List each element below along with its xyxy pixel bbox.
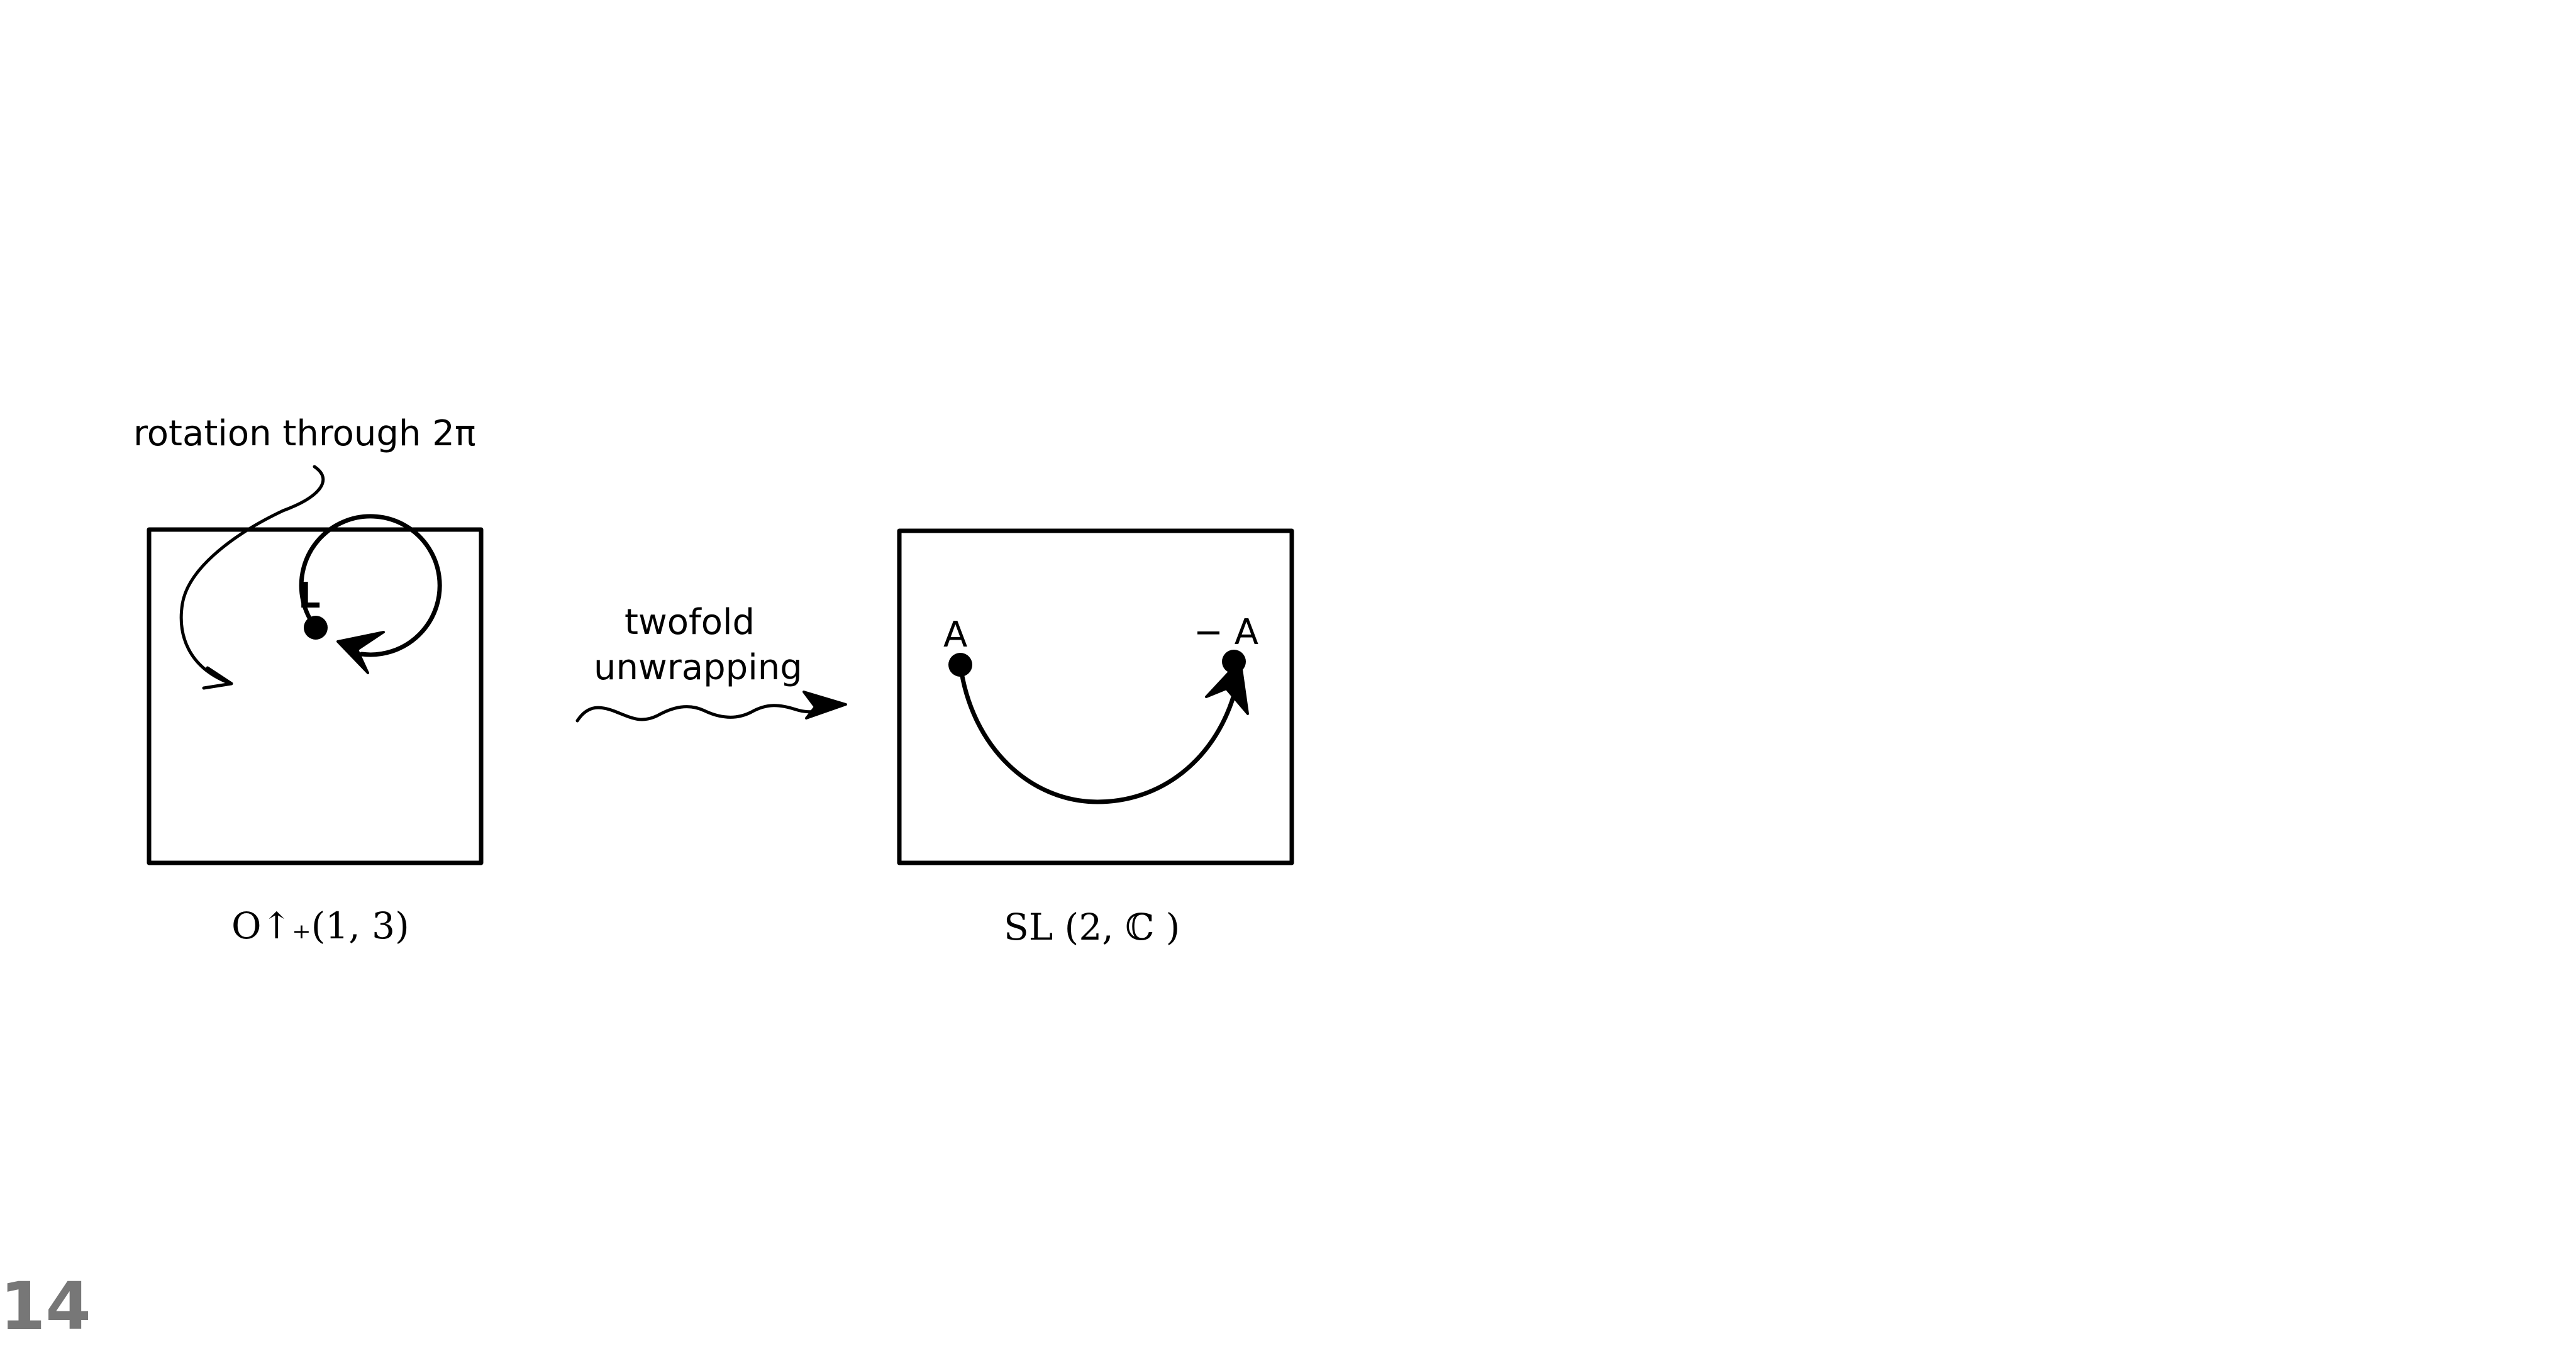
page-number: 14: [0, 1268, 91, 1345]
lifted-path-arc: [958, 662, 1236, 804]
point-A-label: A: [943, 614, 967, 655]
point-A-dot: [948, 653, 972, 677]
annotation-pointer-curve: [179, 465, 325, 684]
lifted-path-arrowhead: [1205, 659, 1249, 715]
point-neg-A-label: − A: [1194, 612, 1258, 653]
rotation-annotation-label: rotation through 2π: [133, 413, 476, 454]
wavy-arrow-line: [575, 704, 838, 723]
wavy-arrow-head: [802, 691, 847, 719]
point-neg-A-dot: [1222, 650, 1246, 674]
rotation-loop: [299, 514, 442, 657]
transition-label-line1: twofold: [625, 602, 755, 643]
right-panel-frame: [897, 528, 1294, 865]
transition-label-line2: unwrapping: [594, 647, 802, 688]
rotation-loop-arrowhead: [336, 631, 385, 674]
point-L-label: L: [298, 575, 321, 616]
annotation-pointer-arrowhead: [202, 666, 233, 690]
right-group-label: SL (2, ℂ ): [1004, 906, 1180, 948]
left-panel-frame: [147, 527, 484, 865]
point-L-dot: [304, 616, 328, 640]
left-group-label: O↑₊(1, 3): [231, 904, 409, 947]
